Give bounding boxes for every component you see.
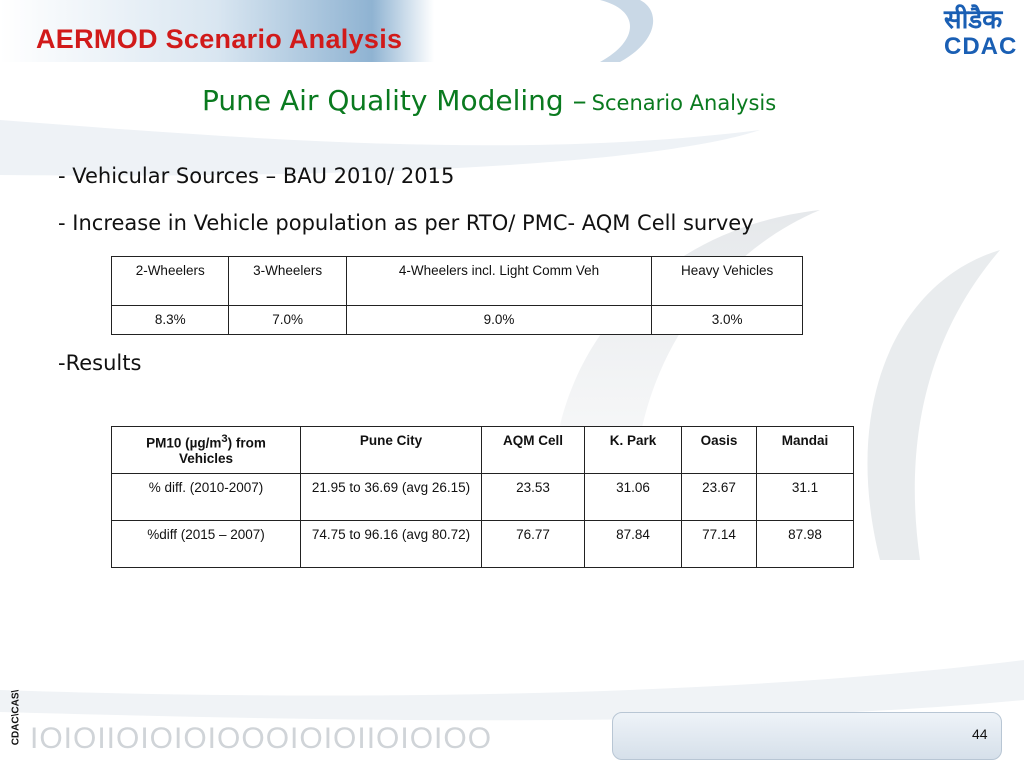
slide-title: Pune Air Quality Modeling – Scenario Ana… bbox=[202, 84, 776, 117]
logo-hindi-text: सीडैक bbox=[944, 5, 1003, 35]
pm10-label-a: PM10 (µg/m bbox=[146, 435, 222, 451]
table-header-row: 2-Wheelers 3-Wheelers 4-Wheelers incl. L… bbox=[110, 256, 803, 306]
table-header-cell: 2-Wheelers bbox=[110, 256, 230, 306]
bullet-dash: - bbox=[58, 351, 66, 375]
table-cell: 77.14 bbox=[681, 520, 757, 568]
table-cell: 31.1 bbox=[756, 473, 854, 521]
table-header-cell: 4-Wheelers incl. Light Comm Veh bbox=[345, 256, 653, 306]
bullet-dash: - bbox=[58, 164, 66, 188]
table-header-cell: Pune City bbox=[300, 426, 482, 474]
table-header-cell: AQM Cell bbox=[481, 426, 585, 474]
pm10-results-table: PM10 (µg/m3) from Vehicles Pune City AQM… bbox=[111, 426, 854, 568]
bullet-text: Vehicular Sources – BAU 2010/ 2015 bbox=[72, 164, 455, 188]
table-row: % diff. (2010-2007) 21.95 to 36.69 (avg … bbox=[111, 473, 854, 521]
page-number: 44 bbox=[972, 726, 988, 742]
table-cell: 8.3% bbox=[110, 305, 230, 335]
header-title: AERMOD Scenario Analysis bbox=[36, 24, 403, 54]
table-row: 8.3% 7.0% 9.0% 3.0% bbox=[110, 305, 803, 335]
footer-vertical-text: CDAC\CAS\ bbox=[10, 689, 22, 746]
table-header-cell: K. Park bbox=[584, 426, 682, 474]
slide-title-main: Pune Air Quality Modeling – bbox=[202, 84, 587, 117]
table-header-row: PM10 (µg/m3) from Vehicles Pune City AQM… bbox=[111, 426, 854, 474]
table-header-cell: Oasis bbox=[681, 426, 757, 474]
slide-title-sub: Scenario Analysis bbox=[591, 91, 777, 115]
bullet-dash: - bbox=[58, 211, 66, 235]
table-row: %diff (2015 – 2007) 74.75 to 96.16 (avg … bbox=[111, 520, 854, 568]
cdac-logo: सीडैक CDAC bbox=[944, 6, 1022, 66]
table-row-label: %diff (2015 – 2007) bbox=[111, 520, 301, 568]
bullet-vehicle-population: - Increase in Vehicle population as per … bbox=[58, 211, 754, 235]
table-cell: 7.0% bbox=[228, 305, 347, 335]
table-cell: 74.75 to 96.16 (avg 80.72) bbox=[300, 520, 482, 568]
page-number-box bbox=[612, 712, 1002, 760]
table-cell: 76.77 bbox=[481, 520, 585, 568]
table-cell: 3.0% bbox=[651, 305, 803, 335]
binary-decoration: IOIOIIOIOIOIOOOIOIOIIOIOIOO bbox=[30, 722, 492, 755]
table-cell: 9.0% bbox=[345, 305, 653, 335]
pm10-label-b: ) from Vehicles bbox=[178, 435, 266, 466]
table-header-cell: 3-Wheelers bbox=[228, 256, 347, 306]
vehicle-growth-table: 2-Wheelers 3-Wheelers 4-Wheelers incl. L… bbox=[110, 256, 803, 335]
pm10-label-sup: 3 bbox=[221, 433, 228, 445]
table-header-cell: Heavy Vehicles bbox=[651, 256, 803, 306]
bullet-text: Results bbox=[65, 351, 142, 375]
table-cell: 31.06 bbox=[584, 473, 682, 521]
table-cell: 23.67 bbox=[681, 473, 757, 521]
table-row-label: % diff. (2010-2007) bbox=[111, 473, 301, 521]
table-cell: 87.84 bbox=[584, 520, 682, 568]
bullet-text: Increase in Vehicle population as per RT… bbox=[72, 211, 754, 235]
table-cell: 21.95 to 36.69 (avg 26.15) bbox=[300, 473, 482, 521]
table-header-cell-pm10: PM10 (µg/m3) from Vehicles bbox=[111, 426, 301, 474]
logo-latin-text: CDAC bbox=[944, 33, 1018, 60]
table-header-cell: Mandai bbox=[756, 426, 854, 474]
bullet-vehicular-sources: - Vehicular Sources – BAU 2010/ 2015 bbox=[58, 164, 454, 188]
table-cell: 87.98 bbox=[756, 520, 854, 568]
table-cell: 23.53 bbox=[481, 473, 585, 521]
bullet-results: -Results bbox=[58, 351, 141, 375]
